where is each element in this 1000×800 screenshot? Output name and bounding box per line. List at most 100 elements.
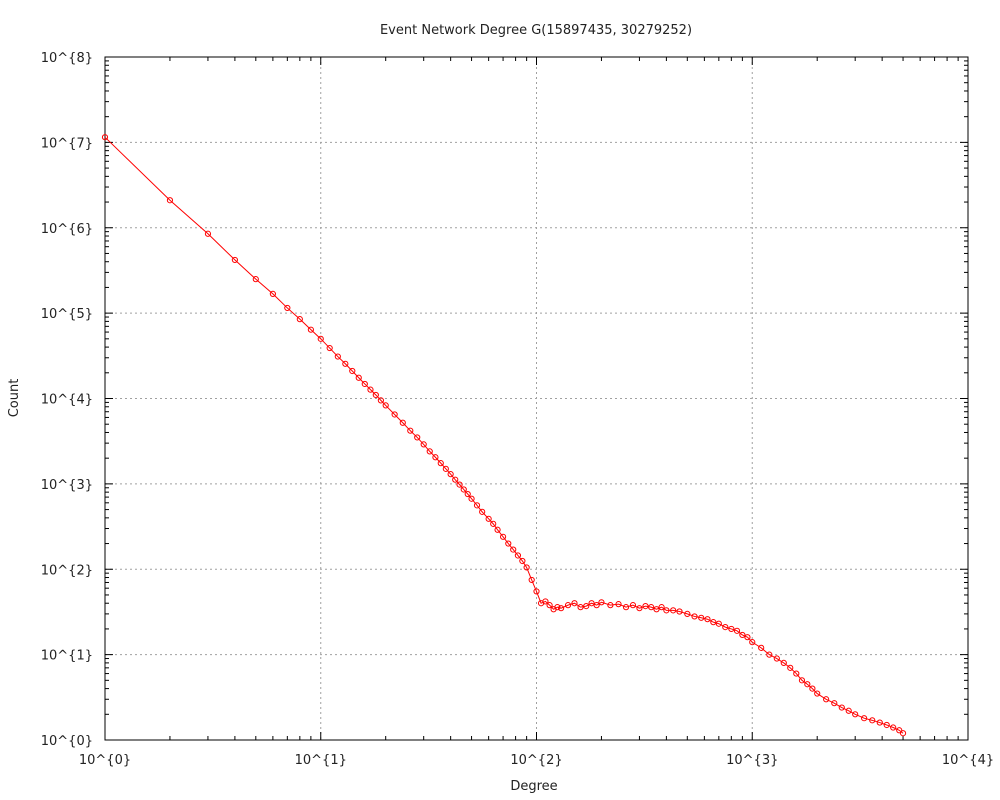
- data-point: [542, 598, 549, 605]
- x-tick-label: 10^{3}: [726, 753, 778, 768]
- data-point: [557, 605, 565, 612]
- data-point: [367, 386, 374, 393]
- data-point: [607, 602, 614, 609]
- data-point: [896, 727, 903, 734]
- y-tick-label: 10^{7}: [41, 136, 93, 151]
- data-point: [528, 576, 535, 584]
- data-point: [883, 721, 890, 729]
- data-point: [663, 607, 670, 614]
- data-point: [485, 515, 492, 522]
- data-point: [852, 711, 859, 718]
- data-point: [519, 557, 526, 565]
- data-point: [460, 486, 467, 493]
- data-point: [831, 700, 838, 707]
- data-point: [684, 610, 691, 617]
- data-point: [494, 526, 501, 533]
- data-point: [564, 602, 572, 609]
- data-point: [809, 685, 816, 692]
- x-tick-label: 10^{4}: [942, 753, 994, 768]
- data-point: [670, 607, 677, 614]
- y-axis-label: Count: [7, 379, 22, 418]
- y-tick-label: 10^{2}: [41, 563, 93, 578]
- y-tick-label: 10^{1}: [41, 649, 93, 664]
- data-point: [101, 134, 109, 141]
- data-point: [447, 471, 454, 478]
- data-point: [653, 606, 660, 613]
- data-point: [464, 490, 471, 498]
- data-point: [676, 608, 683, 615]
- data-point: [326, 344, 333, 352]
- data-point: [468, 495, 475, 502]
- data-point: [523, 564, 530, 571]
- data-point: [899, 730, 907, 737]
- data-point: [473, 502, 481, 509]
- data-point: [426, 448, 433, 455]
- data-point: [890, 724, 897, 731]
- data-point: [744, 634, 751, 641]
- data-point: [554, 604, 561, 611]
- data-point: [420, 441, 427, 448]
- series-line: [104, 136, 904, 734]
- data-point: [869, 717, 876, 724]
- data-point: [793, 670, 800, 677]
- data-point: [739, 631, 746, 639]
- data-point: [583, 603, 590, 610]
- data-point: [710, 619, 717, 626]
- data-point: [456, 481, 463, 488]
- data-point: [499, 533, 507, 540]
- data-point: [577, 604, 584, 611]
- data-point: [546, 602, 553, 609]
- x-tick-label: 10^{1}: [295, 753, 347, 768]
- data-point: [284, 304, 291, 312]
- data-point: [780, 659, 787, 667]
- data-point: [231, 256, 238, 264]
- data-point: [407, 427, 414, 434]
- data-point: [432, 454, 439, 461]
- data-point: [715, 620, 722, 627]
- data-point: [437, 460, 444, 467]
- data-point: [452, 476, 459, 483]
- data-point: [166, 197, 174, 204]
- data-point: [722, 624, 729, 631]
- data-point: [642, 603, 649, 610]
- data-point: [342, 360, 349, 367]
- data-point: [798, 677, 806, 684]
- grid-lines: [105, 57, 968, 740]
- data-point: [442, 465, 449, 472]
- data-point: [372, 391, 379, 399]
- data-point: [622, 604, 630, 611]
- data-point: [749, 639, 756, 646]
- data-point: [349, 367, 356, 375]
- data-point: [514, 552, 522, 559]
- axis-ticks: 10^{0} 10^{1} 10^{2} 10^{3} 10^{4} 10^{0} 10^{…: [41, 51, 994, 768]
- data-point: [766, 651, 773, 658]
- data-point: [733, 627, 741, 634]
- y-tick-label: 10^{0}: [41, 734, 93, 749]
- data-point: [307, 326, 314, 333]
- data-point: [355, 374, 362, 381]
- data-point: [861, 715, 868, 722]
- data-point: [636, 605, 643, 612]
- data-point: [490, 520, 497, 527]
- data-point: [296, 316, 303, 323]
- y-tick-label: 10^{4}: [41, 393, 93, 408]
- data-point: [593, 602, 600, 609]
- data-point: [814, 690, 821, 697]
- data-point: [629, 602, 637, 609]
- data-point: [533, 588, 540, 595]
- data-point: [698, 614, 705, 621]
- data-point: [758, 644, 765, 651]
- data-point: [414, 434, 421, 441]
- series-group: [101, 134, 907, 737]
- data-point: [648, 604, 655, 611]
- data-point: [479, 508, 486, 515]
- data-point: [598, 599, 605, 606]
- data-point: [399, 419, 406, 426]
- y-tick-label: 10^{5}: [41, 307, 93, 322]
- data-point: [361, 380, 368, 388]
- data-point: [391, 411, 398, 418]
- data-point: [704, 616, 711, 623]
- data-point: [505, 540, 512, 547]
- chart-title: Event Network Degree G(15897435, 3027925…: [380, 23, 692, 38]
